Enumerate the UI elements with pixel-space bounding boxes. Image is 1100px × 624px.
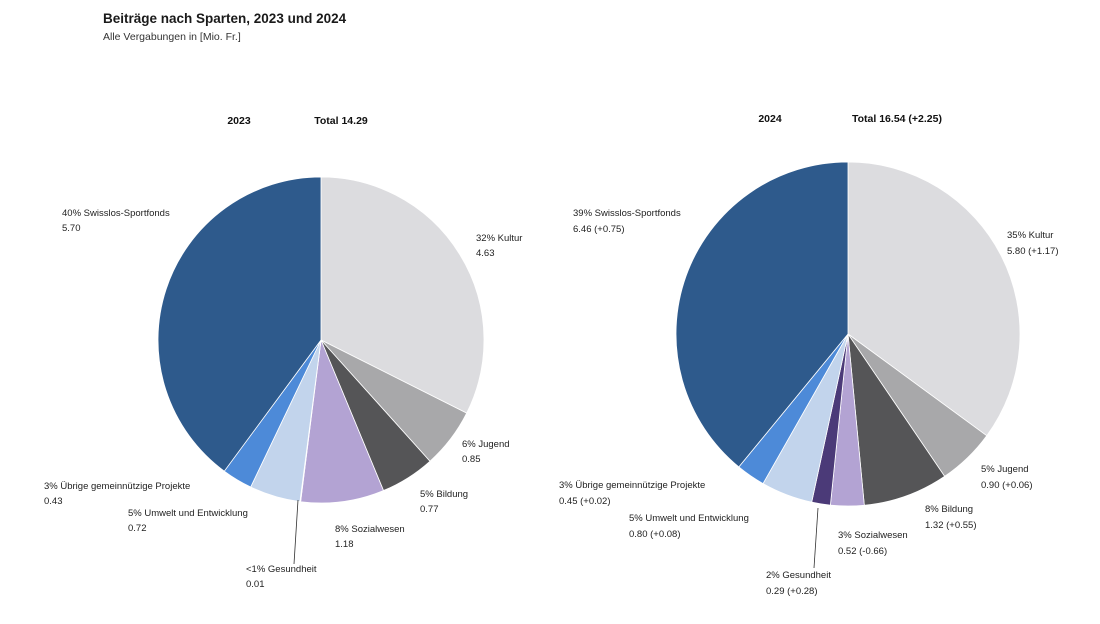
slice-value-label: 0.72 — [128, 523, 147, 534]
slice-value-label: 1.18 — [335, 539, 354, 550]
slice-label: 3% Sozialwesen — [838, 530, 908, 541]
slice-value-label: 0.77 — [420, 504, 439, 515]
slice-value-label: 5.80 (+1.17) — [1007, 246, 1059, 257]
leader-line — [813, 507, 819, 569]
slice-value-label: 0.01 — [246, 579, 265, 590]
slice-label: 39% Swisslos-Sportfonds — [573, 208, 681, 219]
slice-label: <1% Gesundheit — [246, 564, 317, 575]
slice-label: 32% Kultur — [476, 233, 522, 244]
pie-total-label: Total 14.29 — [314, 115, 368, 127]
slice-value-label: 0.45 (+0.02) — [559, 496, 611, 507]
slice-value-label: 0.29 (+0.28) — [766, 586, 818, 597]
pie-year-label: 2024 — [758, 113, 782, 125]
slice-label: 3% Übrige gemeinnützige Projekte — [559, 480, 705, 491]
slice-label: 35% Kultur — [1007, 230, 1053, 241]
slice-value-label: 5.70 — [62, 223, 81, 234]
chart-title: Beiträge nach Sparten, 2023 und 2024 — [103, 11, 347, 26]
pie-year-label: 2023 — [227, 115, 251, 127]
slice-value-label: 0.80 (+0.08) — [629, 529, 681, 540]
slice-label: 6% Jugend — [462, 439, 510, 450]
slice-label: 8% Sozialwesen — [335, 524, 405, 535]
slice-value-label: 1.32 (+0.55) — [925, 520, 977, 531]
slice-label: 40% Swisslos-Sportfonds — [62, 208, 170, 219]
pie-slice-kultur — [847, 161, 1021, 437]
slice-value-label: 6.46 (+0.75) — [573, 224, 625, 235]
pie-slice-swisslos-sportfonds — [675, 161, 849, 468]
slice-value-label: 0.52 (-0.66) — [838, 546, 887, 557]
chart-subtitle: Alle Vergabungen in [Mio. Fr.] — [103, 31, 241, 43]
slice-value-label: 0.43 — [44, 496, 63, 507]
leader-line — [293, 499, 299, 565]
slice-label: 5% Jugend — [981, 464, 1029, 475]
slice-label: 2% Gesundheit — [766, 570, 831, 581]
slice-label: 5% Bildung — [420, 489, 468, 500]
slice-label: 5% Umwelt und Entwicklung — [128, 508, 248, 519]
slice-value-label: 4.63 — [476, 248, 495, 259]
slice-value-label: 0.90 (+0.06) — [981, 480, 1033, 491]
pie-chart-2024: 2024 Total 16.54 (+2.25) 35% Kultur 5.80 (+… — [559, 113, 1059, 597]
pie-total-label: Total 16.54 (+2.25) — [852, 113, 942, 125]
slice-label: 8% Bildung — [925, 504, 973, 515]
pie-slice-kultur — [320, 176, 485, 414]
slice-value-label: 0.85 — [462, 454, 481, 465]
slice-label: 5% Umwelt und Entwicklung — [629, 513, 749, 524]
slice-label: 3% Übrige gemeinnützige Projekte — [44, 481, 190, 492]
pie-slice-swisslos-sportfonds — [157, 176, 322, 472]
pie-chart-2023: 2023 Total 14.29 32% Kultur 4.63 6% Jugend 0.… — [44, 115, 522, 590]
